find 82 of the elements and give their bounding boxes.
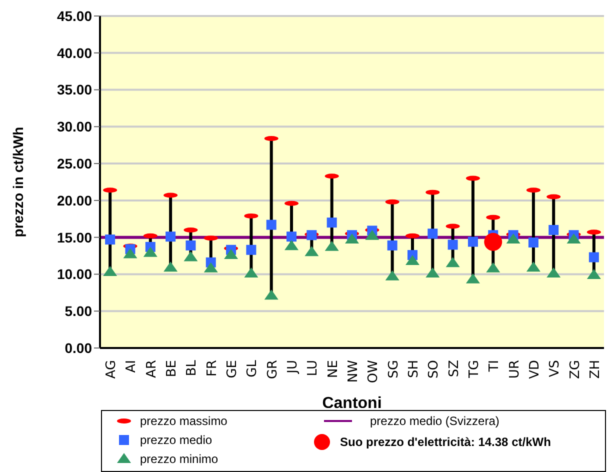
legend-label: prezzo medio (Svizzera) — [370, 414, 500, 428]
x-tick-label: GR — [265, 360, 280, 380]
point — [324, 240, 339, 251]
x-tick-label: BL — [184, 359, 200, 376]
point — [244, 267, 258, 278]
point — [405, 254, 420, 265]
point — [105, 234, 116, 245]
point — [586, 268, 601, 279]
point — [204, 262, 218, 272]
point — [486, 262, 500, 272]
y-tick-label: 30.00 — [56, 118, 92, 135]
x-tick-label: UR — [507, 360, 522, 379]
point — [143, 246, 158, 257]
point — [466, 273, 480, 284]
point — [446, 257, 460, 268]
point — [286, 232, 297, 242]
point — [468, 236, 478, 247]
point — [385, 270, 400, 280]
point — [345, 234, 359, 244]
point — [546, 267, 561, 278]
x-tick-label: SG — [386, 360, 402, 378]
point — [306, 230, 317, 240]
point — [246, 244, 256, 255]
x-tick-label: TI — [487, 360, 502, 373]
x-tick-label: AG — [104, 360, 120, 379]
point — [284, 240, 299, 250]
point — [548, 224, 559, 235]
point — [566, 234, 581, 244]
x-tick-label: VD — [527, 360, 542, 379]
x-tick-label: TG — [466, 360, 482, 380]
point — [528, 238, 538, 248]
point — [426, 267, 440, 278]
x-tick-label: OW — [366, 360, 382, 384]
point — [184, 251, 198, 262]
y-tick-label: 0.00 — [64, 340, 92, 356]
point — [428, 228, 438, 239]
point — [326, 218, 337, 228]
x-tick-label: AI — [124, 360, 140, 373]
point — [588, 252, 599, 262]
legend-label: prezzo minimo — [140, 452, 218, 466]
y-axis-title: prezzo in ct/kWh — [10, 126, 26, 238]
point — [264, 290, 278, 300]
point — [186, 240, 196, 250]
y-tick-label: 10.00 — [56, 266, 92, 282]
point — [224, 249, 238, 260]
x-tick-label: FR — [204, 360, 220, 377]
y-tick-label: 25.00 — [56, 156, 92, 172]
y-tick-label: 35.00 — [56, 82, 92, 98]
point — [166, 232, 176, 242]
point — [526, 262, 540, 272]
point — [164, 262, 178, 272]
x-tick-label: GL — [245, 359, 260, 378]
point — [123, 248, 138, 258]
x-tick-label: LU — [306, 360, 321, 376]
point — [266, 220, 276, 230]
point — [506, 234, 520, 244]
x-tick-label: ZG — [568, 360, 583, 379]
x-axis-title: Cantoni — [322, 395, 382, 412]
x-tick-label: AR — [144, 360, 160, 378]
point — [365, 230, 380, 240]
y-tick-label: 40.00 — [56, 44, 92, 61]
x-tick-label: VS — [548, 360, 563, 378]
x-tick-label: NE — [326, 360, 341, 378]
y-tick-label: 15.00 — [56, 229, 92, 246]
x-tick-label: SO — [426, 360, 442, 378]
y-tick-label: 45.00 — [56, 8, 92, 24]
y-tick-label: 20.00 — [56, 192, 92, 208]
x-tick-label: ZH — [588, 360, 603, 379]
legend-label: Suo prezzo d'elettricità: 14.38 ct/kWh — [340, 435, 551, 449]
x-tick-label: GE — [225, 360, 240, 378]
x-tick-label: BE — [164, 360, 180, 378]
x-tick-label: SZ — [446, 360, 462, 378]
x-tick-label: NW — [346, 360, 361, 383]
legend-label: prezzo medio — [140, 432, 212, 446]
point — [304, 246, 319, 256]
point — [387, 240, 398, 250]
point — [448, 240, 458, 250]
point — [103, 266, 118, 276]
y-tick-label: 5.00 — [64, 303, 92, 320]
x-tick-label: SH — [406, 360, 422, 378]
legend-label: prezzo massimo — [140, 414, 228, 428]
x-tick-label: JU — [286, 360, 301, 374]
